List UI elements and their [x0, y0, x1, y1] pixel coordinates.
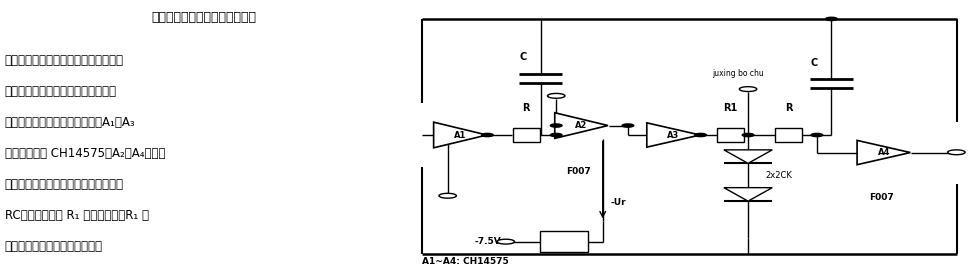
Bar: [513, 128, 540, 143]
Text: -7.5V: -7.5V: [474, 237, 501, 246]
Text: A2: A2: [576, 121, 587, 130]
Text: 运放组成的积分电路。输出频率不仅与: 运放组成的积分电路。输出频率不仅与: [5, 178, 124, 191]
Text: RC有关，而且与 R₁ 有关。另外，R₁ 的: RC有关，而且与 R₁ 有关。另外，R₁ 的: [5, 209, 149, 222]
Text: 选用双比较器 CH14575，A₂、A₄为用双: 选用双比较器 CH14575，A₂、A₄为用双: [5, 147, 166, 160]
Text: A4: A4: [878, 148, 890, 157]
Polygon shape: [857, 140, 910, 165]
Text: -: -: [864, 141, 868, 152]
Text: -: -: [562, 114, 566, 124]
Circle shape: [739, 87, 757, 92]
Bar: [717, 128, 744, 143]
Circle shape: [742, 133, 754, 137]
Text: -Ur: -Ur: [610, 198, 626, 207]
Text: 2x2CK: 2x2CK: [766, 171, 793, 180]
Bar: [540, 231, 588, 252]
Text: A3: A3: [668, 130, 679, 140]
Polygon shape: [647, 123, 700, 147]
Text: A1~A4: CH14575: A1~A4: CH14575: [422, 256, 509, 265]
Polygon shape: [433, 122, 486, 148]
Text: F007: F007: [566, 167, 591, 176]
Text: +: +: [437, 136, 445, 146]
Text: 的阱容元件，能够产生频率相同的方: 的阱容元件，能够产生频率相同的方: [5, 85, 117, 98]
Text: +: +: [560, 127, 568, 137]
Text: A1: A1: [454, 130, 466, 140]
Bar: [775, 128, 802, 143]
Circle shape: [695, 133, 706, 137]
Text: R: R: [522, 103, 530, 113]
Text: C: C: [810, 58, 818, 68]
Text: -: -: [439, 124, 443, 134]
Text: -: -: [654, 124, 658, 134]
Polygon shape: [554, 113, 608, 138]
Circle shape: [952, 151, 963, 154]
Text: 波、三角波、矩形波和锔齿波。A₁、A₃: 波、三角波、矩形波和锔齿波。A₁、A₃: [5, 116, 136, 129]
Text: 变化还会影响矩形波的占空比。: 变化还会影响矩形波的占空比。: [5, 240, 103, 253]
Circle shape: [622, 124, 634, 127]
Text: 简单的多波形发生器　该电路利: 简单的多波形发生器 该电路利: [151, 11, 256, 24]
Polygon shape: [724, 150, 772, 163]
Circle shape: [811, 133, 823, 137]
Text: R: R: [785, 103, 793, 113]
Circle shape: [550, 133, 562, 137]
Circle shape: [826, 17, 837, 21]
Text: R1: R1: [724, 103, 737, 113]
Text: +: +: [862, 153, 870, 164]
Text: C: C: [519, 52, 527, 62]
Text: juxing bo chu: juxing bo chu: [712, 69, 765, 78]
Circle shape: [439, 193, 456, 198]
Circle shape: [948, 150, 965, 155]
Text: +: +: [652, 136, 660, 146]
Circle shape: [497, 239, 515, 244]
Circle shape: [482, 133, 493, 137]
Polygon shape: [724, 188, 772, 201]
Circle shape: [550, 124, 562, 127]
Text: 用一块双运放和一块双比较器以及很少: 用一块双运放和一块双比较器以及很少: [5, 54, 124, 67]
Circle shape: [547, 93, 565, 98]
Text: F007: F007: [869, 193, 894, 202]
